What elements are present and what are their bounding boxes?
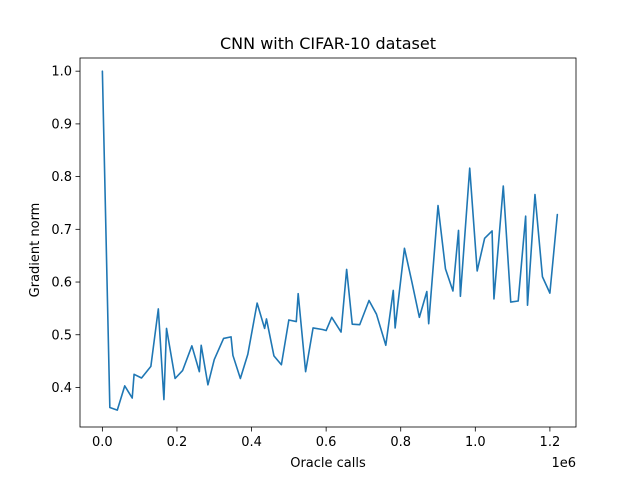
x-tick-label: 0.0 [92,435,113,450]
x-tick-label: 0.4 [241,435,262,450]
plot-area-border [79,57,577,428]
chart-title: CNN with CIFAR-10 dataset [220,34,436,53]
y-axis-ticks: 0.4 0.5 0.6 0.7 0.8 0.9 1.0 [51,65,80,396]
x-axis-offset-label: 1e6 [551,456,576,471]
y-tick-label: 1.0 [51,65,72,80]
x-axis-label: Oracle calls [290,456,366,471]
y-tick-label: 0.8 [51,170,72,185]
y-tick-label: 0.7 [51,223,72,238]
x-tick-label: 0.6 [316,435,337,450]
x-axis-ticks: 0.0 0.2 0.4 0.6 0.8 1.0 1.2 [92,427,560,450]
y-tick-label: 0.5 [51,328,72,343]
x-tick-label: 0.8 [390,435,411,450]
y-tick-label: 0.9 [51,117,72,132]
x-tick-label: 0.2 [167,435,188,450]
y-tick-label: 0.4 [51,381,72,396]
y-axis-label: Gradient norm [28,203,43,298]
x-tick-label: 1.0 [465,435,486,450]
y-tick-label: 0.6 [51,276,72,291]
series-group [101,70,559,411]
x-tick-label: 1.2 [540,435,561,450]
plot-frame [79,57,577,428]
series-line [101,70,559,411]
